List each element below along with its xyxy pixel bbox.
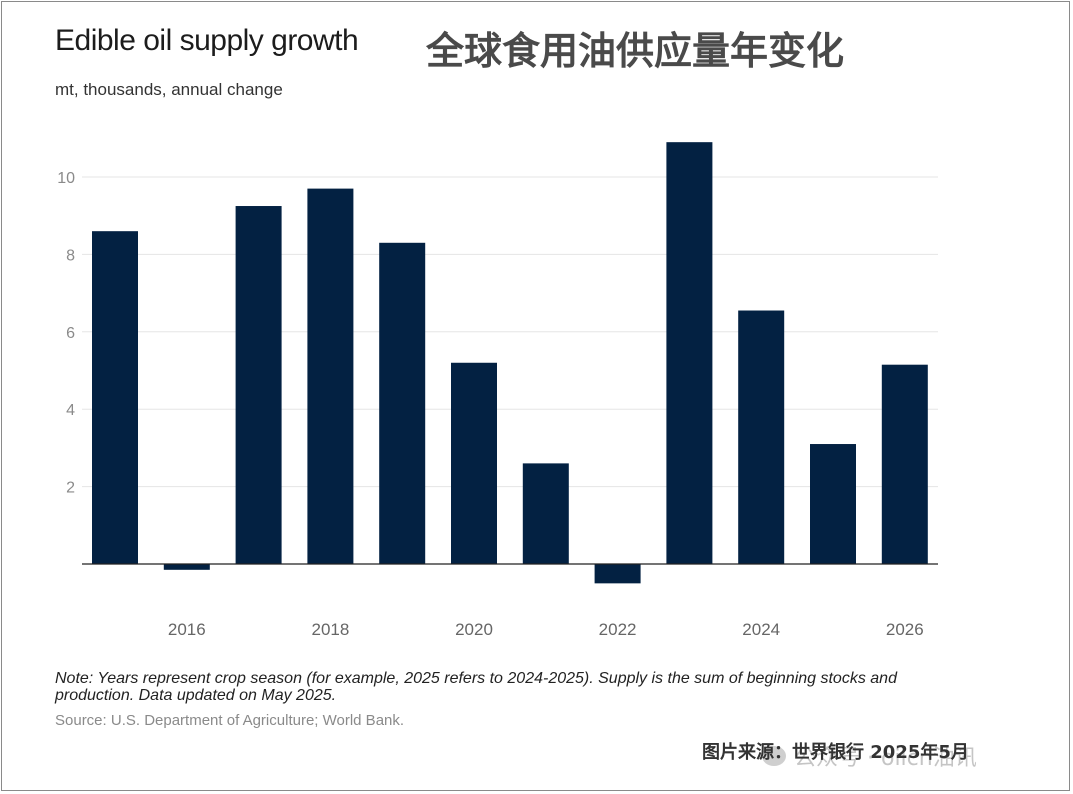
y-tick-label: 4 [66, 402, 75, 419]
x-tick-label: 2018 [311, 620, 349, 639]
x-tick-label: 2024 [742, 620, 780, 639]
x-tick-label: 2022 [599, 620, 637, 639]
x-tick-label: 2020 [455, 620, 493, 639]
x-tick-label: 2026 [886, 620, 924, 639]
bar [522, 463, 569, 564]
bar [92, 231, 138, 564]
wechat-icon [762, 746, 786, 766]
chart-source: Source: U.S. Department of Agriculture; … [55, 712, 405, 729]
chart-title: Edible oil supply growth [55, 24, 359, 57]
bar [379, 242, 426, 565]
bar [235, 206, 282, 564]
bar [163, 564, 210, 570]
y-tick-label: 10 [57, 170, 75, 187]
bar [738, 310, 785, 564]
bar [881, 364, 928, 564]
y-tick-label: 2 [66, 480, 75, 497]
x-tick-label: 2016 [168, 620, 206, 639]
chart-note: Note: Years represent crop season (for e… [55, 670, 897, 704]
y-tick-label: 8 [66, 247, 75, 264]
chart-subtitle: mt, thousands, annual change [55, 80, 283, 99]
image-credit: 图片来源：世界银行 2025年5月 [702, 742, 969, 763]
bar [451, 362, 497, 564]
chart-title-chinese: 全球食用油供应量年变化 [426, 29, 845, 73]
bar [307, 188, 354, 565]
watermark-text: 公众号 · oilcn油讯 [794, 746, 977, 771]
bar [666, 142, 713, 565]
bar [810, 444, 856, 564]
bar-chart: 2 4 6 8 10 2016 2018 2020 2022 2024 2026 [57, 142, 938, 639]
bar [594, 564, 641, 584]
watermark: 公众号 · oilcn油讯 [762, 740, 977, 772]
y-tick-label: 6 [66, 325, 75, 342]
